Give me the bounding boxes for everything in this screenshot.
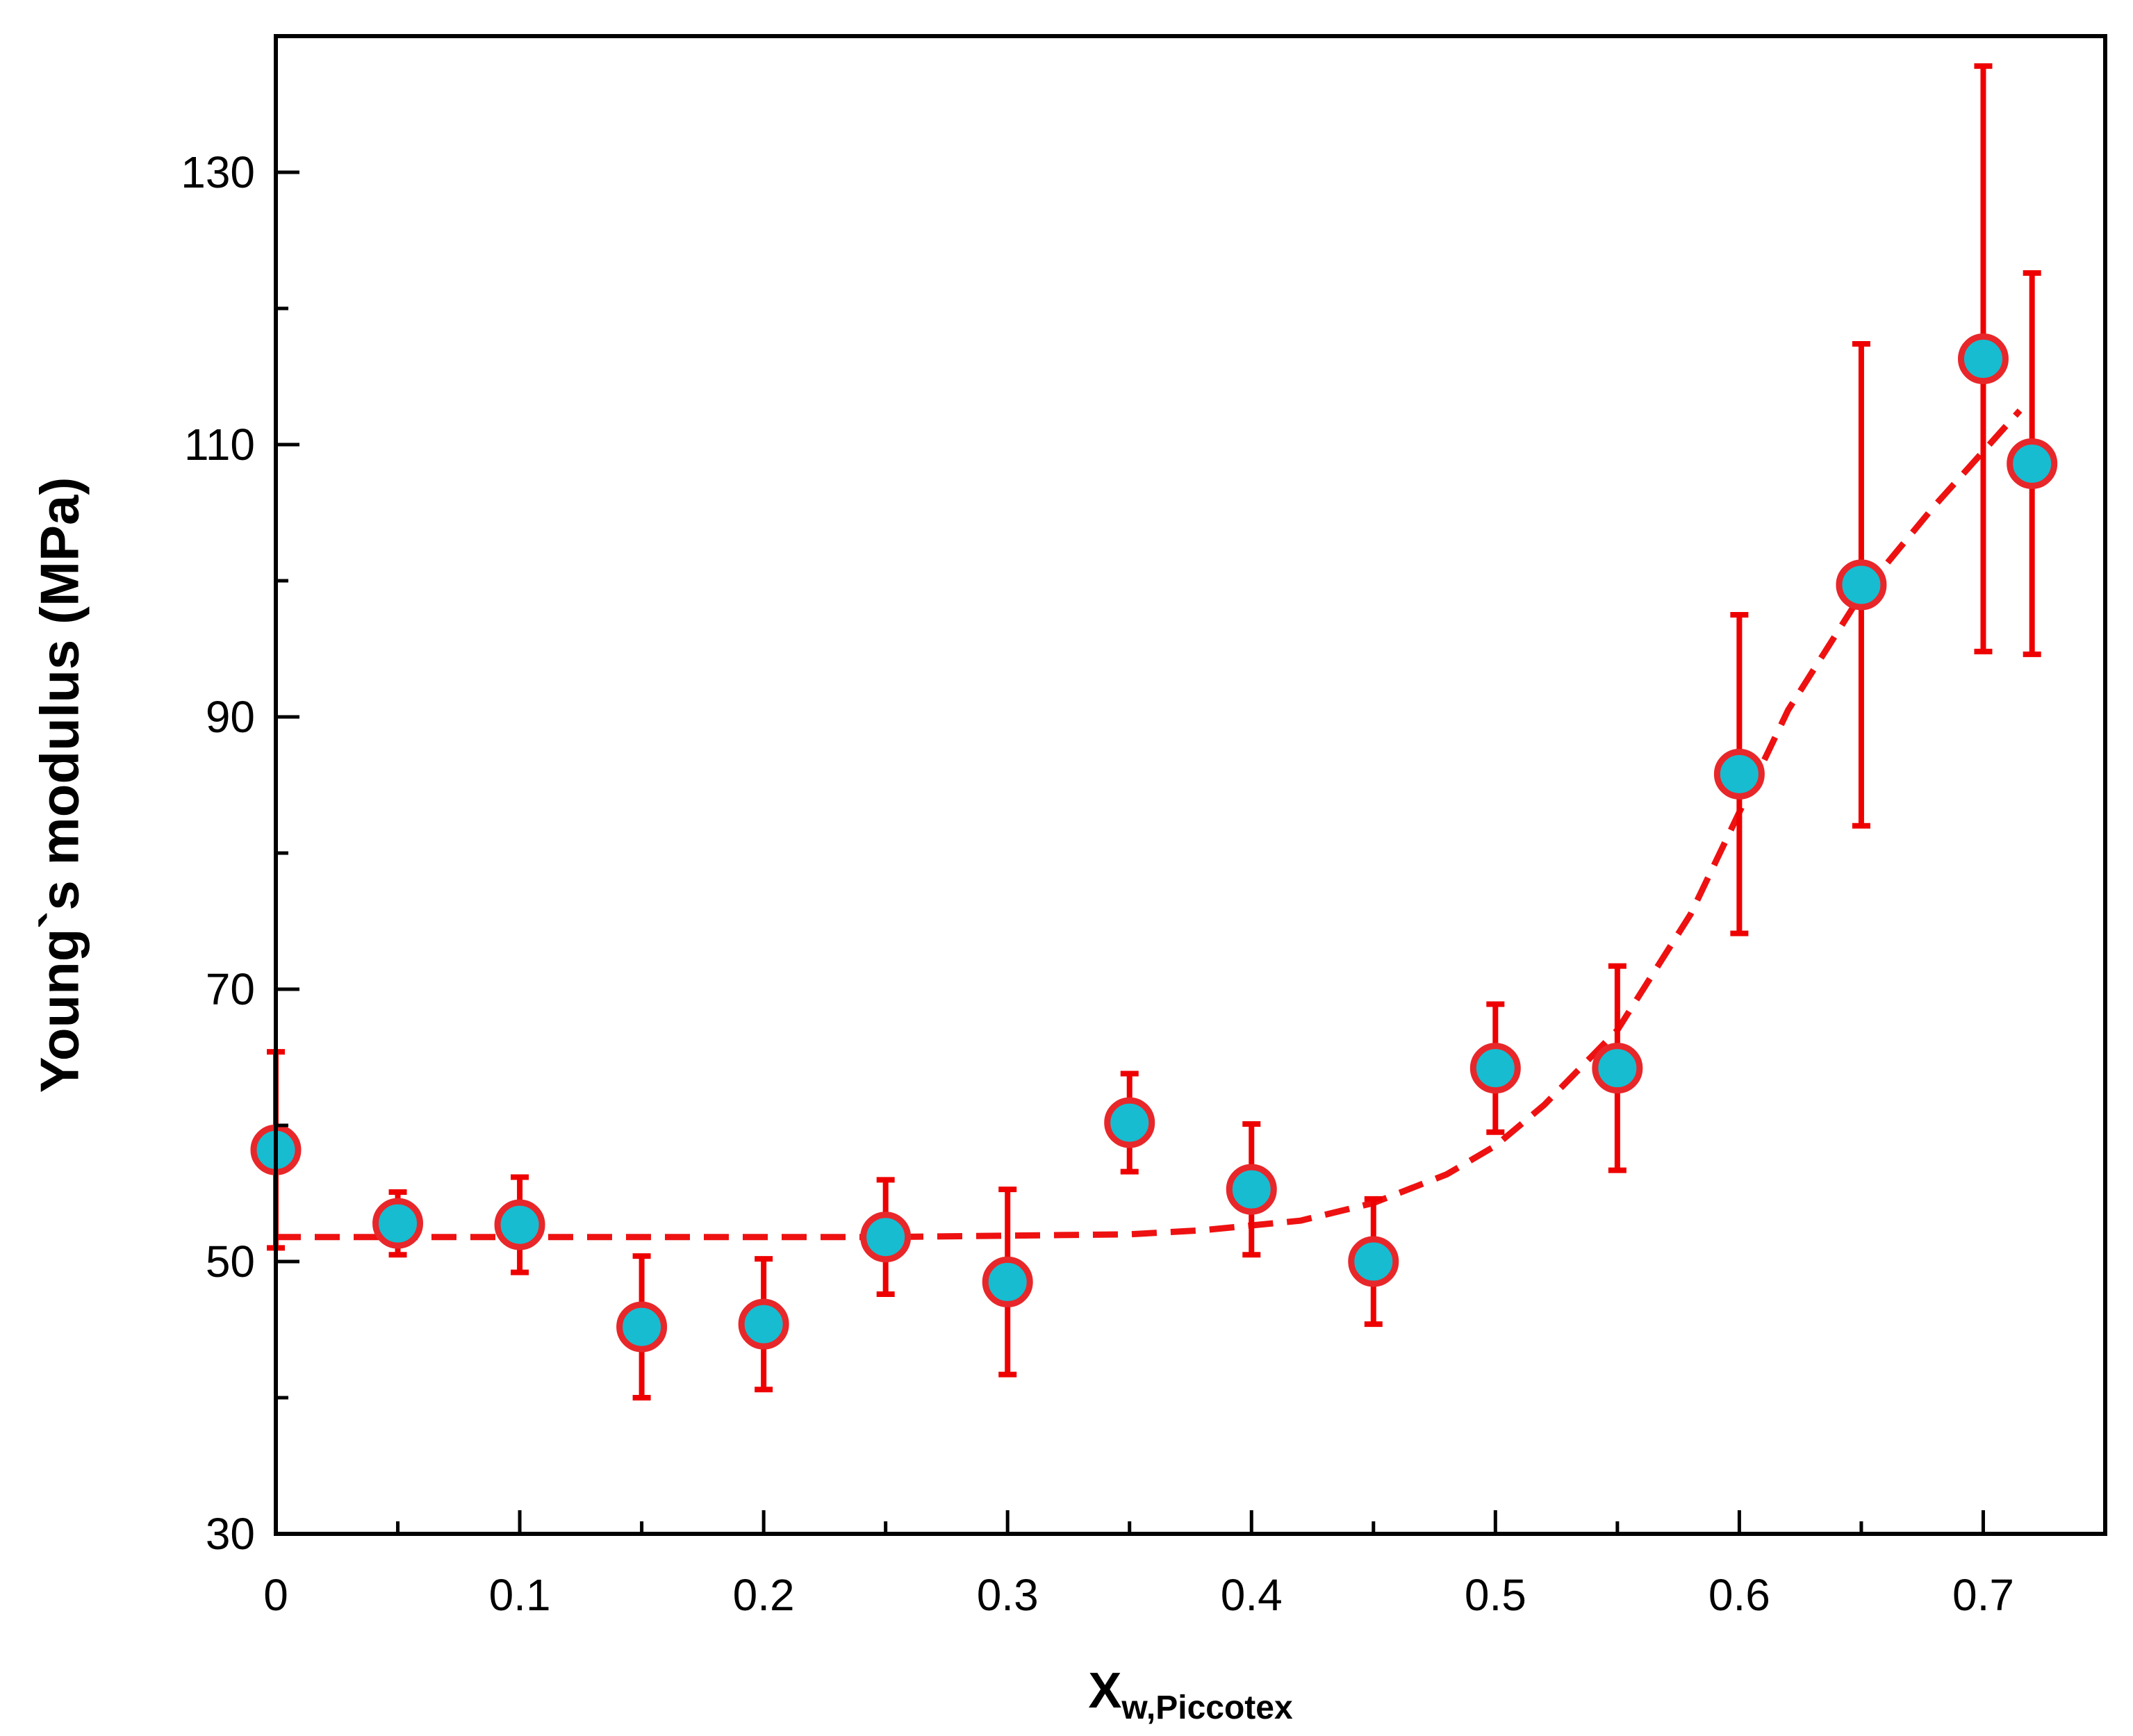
errorbar-layer — [267, 63, 2041, 1400]
y-tick-label: 90 — [206, 692, 255, 742]
axis-layer — [274, 34, 2107, 1536]
y-tick-label: 110 — [184, 420, 255, 470]
data-point — [372, 1198, 424, 1249]
data-point — [1348, 1236, 1399, 1287]
data-point — [1226, 1164, 1277, 1215]
fit-layer — [276, 408, 2023, 1241]
y-tick-label: 70 — [206, 964, 255, 1014]
data-point — [2007, 438, 2058, 489]
fit-curve — [276, 408, 2023, 1241]
marker-layer — [250, 333, 2058, 1353]
data-point — [1469, 1043, 1521, 1094]
y-tick-label: 30 — [206, 1509, 255, 1559]
y-axis-title: Young`s modulus (MPa) — [29, 477, 90, 1093]
x-tick-label: 0.7 — [1952, 1570, 2014, 1620]
data-point — [1592, 1043, 1643, 1094]
data-point — [738, 1298, 789, 1350]
x-tick-label: 0.1 — [489, 1570, 551, 1620]
data-point — [616, 1301, 668, 1353]
data-point — [494, 1199, 545, 1250]
x-tick-label: 0.3 — [977, 1570, 1039, 1620]
x-axis-title: Xw,Piccotex — [1088, 1663, 1293, 1726]
x-axis-title-subscript: w,Piccotex — [1121, 1689, 1293, 1726]
data-point — [860, 1212, 912, 1263]
y-tick-label: 130 — [181, 147, 255, 197]
x-tick-label: 0 — [263, 1570, 288, 1620]
data-point — [1957, 333, 2009, 385]
x-axis-title-main: X — [1088, 1663, 1121, 1719]
tick-layer — [274, 170, 1985, 1536]
x-tick-label: 0.5 — [1465, 1570, 1526, 1620]
x-tick-label: 0.2 — [733, 1570, 795, 1620]
data-point — [1713, 748, 1765, 800]
y-tick-label: 50 — [206, 1237, 255, 1287]
x-tick-label: 0.4 — [1221, 1570, 1283, 1620]
plot-frame — [274, 34, 2107, 1536]
tick-label-layer: 0 0.1 0.2 0.3 0.4 0.5 0.6 0.7 30 50 70 90 110 130 — [181, 147, 2014, 1620]
data-point — [982, 1256, 1033, 1307]
data-point — [1836, 559, 1887, 611]
x-tick-label: 0.6 — [1708, 1570, 1770, 1620]
data-point — [1104, 1097, 1155, 1148]
